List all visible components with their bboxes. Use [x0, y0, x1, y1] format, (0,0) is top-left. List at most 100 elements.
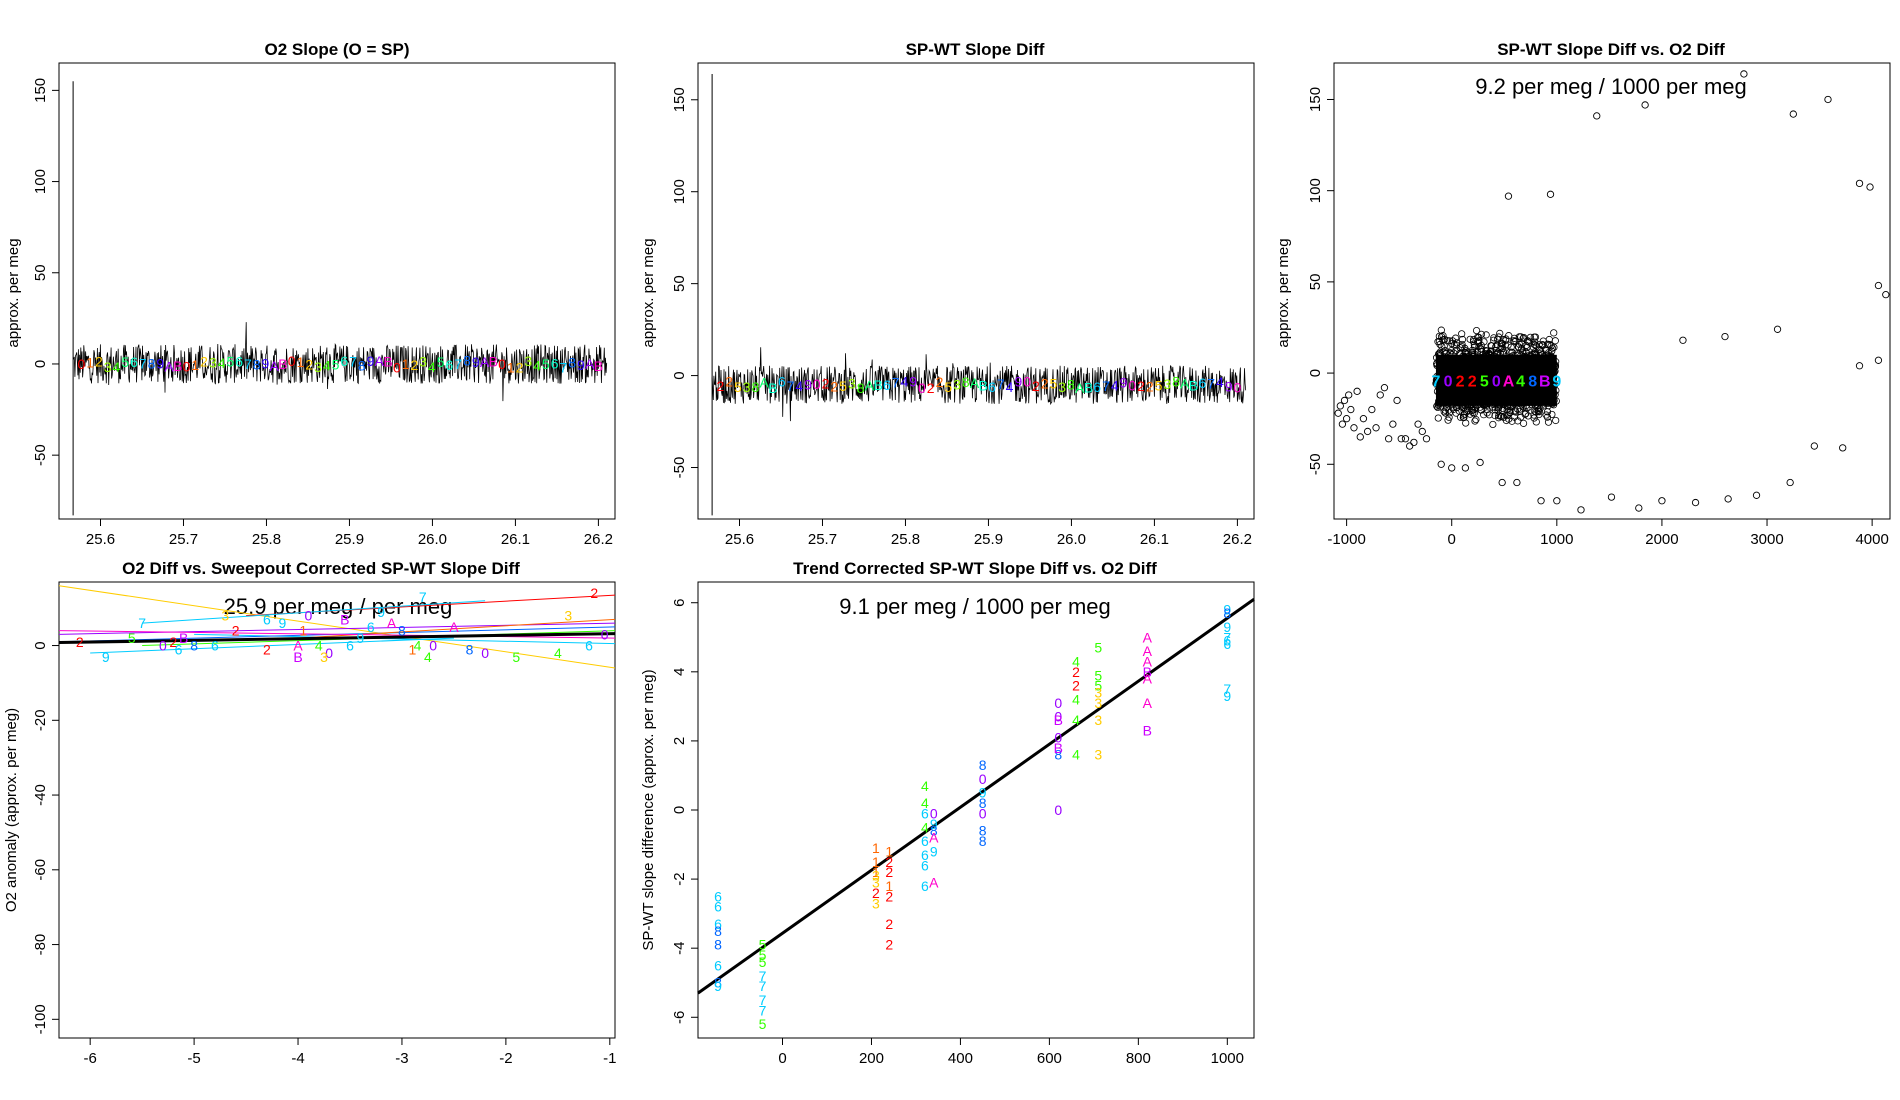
scatter-point	[1389, 420, 1397, 428]
scatter-point	[1472, 415, 1480, 424]
overall-fit-line	[697, 598, 1255, 995]
y-tick-label: 0	[671, 806, 688, 814]
y-tick-label: 0	[32, 360, 49, 368]
x-tick-label: 600	[1037, 1050, 1062, 1067]
scatter-point	[1340, 396, 1349, 405]
series-marker-label: 3	[1163, 376, 1171, 392]
series-marker-label: A	[375, 353, 385, 369]
series-marker-label: 7	[349, 353, 357, 369]
series-marker-label: 7	[559, 359, 567, 375]
scatter-point	[1740, 70, 1748, 78]
scatter-point	[1385, 435, 1393, 443]
scatter-point	[1546, 341, 1554, 349]
point-label: A	[1143, 643, 1153, 659]
scatter-point	[1593, 112, 1601, 120]
scatter-point	[1476, 458, 1484, 467]
point-label: 9	[377, 604, 385, 620]
scatter-point	[1435, 332, 1443, 340]
x-tick-label: -4	[291, 1050, 304, 1067]
series-marker-label: B	[1189, 378, 1198, 394]
scatter-point	[1545, 335, 1553, 344]
scatter-point	[1443, 337, 1452, 345]
series-marker-label: B	[278, 356, 287, 372]
series-marker-label: 7	[1102, 378, 1110, 394]
series-marker-label: 9	[156, 356, 164, 372]
series-marker-label: 0	[183, 359, 191, 375]
series-marker-label: 0	[1234, 379, 1242, 395]
scatter-point	[1491, 411, 1499, 420]
scatter-point	[1508, 417, 1516, 425]
series-marker-label: 9	[804, 376, 812, 392]
point-label: 8	[979, 823, 987, 839]
point-label: 2	[169, 634, 177, 650]
y-tick-label: -4	[671, 942, 688, 955]
point-label: 8	[714, 923, 722, 939]
series-marker-label: 0	[918, 380, 926, 396]
scatter-point	[1436, 340, 1444, 349]
y-tick-label: 150	[671, 87, 688, 112]
y-tick-label: 100	[1307, 178, 1324, 203]
point-label: 8	[714, 975, 722, 991]
series-marker-label: 4	[218, 355, 226, 371]
series-marker-label: 5	[1049, 375, 1057, 391]
scatter-point	[1514, 417, 1522, 425]
y-tick-label: -6	[671, 1011, 688, 1024]
series-marker-label: 7	[454, 356, 462, 372]
point-label: 6	[263, 611, 271, 627]
scatter-point	[1789, 110, 1797, 118]
scatter-point	[1461, 464, 1470, 472]
series-marker-label: 5	[1155, 378, 1163, 394]
y-tick-label: -2	[671, 872, 688, 885]
scatter-point	[1635, 504, 1643, 512]
cluster-label: A	[1503, 373, 1515, 390]
y-tick-label: 0	[32, 641, 49, 649]
point-label: 4	[424, 649, 432, 665]
series-marker-label: 4	[1111, 378, 1119, 394]
series-marker-label: 3	[953, 377, 961, 393]
scatter-point	[1547, 342, 1555, 350]
cluster-label: 2	[1456, 373, 1465, 390]
x-tick-label: 25.7	[169, 531, 198, 548]
scatter-point	[1658, 497, 1666, 505]
series-marker-label: 6	[1093, 379, 1101, 395]
point-label: A	[1143, 629, 1153, 645]
series-marker-label: 5	[839, 378, 847, 394]
group-fit-line	[58, 585, 616, 669]
scatter-point	[1482, 331, 1490, 339]
slope-annotation: 9.2 per meg / 1000 per meg	[1475, 74, 1747, 99]
series-marker-label: 5	[226, 354, 234, 370]
point-label: 7	[759, 992, 767, 1008]
scatter-point	[1504, 192, 1513, 200]
point-label: 4	[1072, 747, 1080, 763]
series-marker-label: 6	[340, 353, 348, 369]
point-label: 6	[367, 619, 375, 635]
series-marker-label: 6	[130, 354, 138, 370]
series-marker-label: 8	[1172, 374, 1180, 390]
group-fit-line	[58, 630, 616, 639]
scatter-point	[1458, 330, 1466, 338]
series-marker-label: 0	[1023, 374, 1031, 390]
cluster-label: 5	[1480, 373, 1489, 390]
scatter-point	[1393, 396, 1401, 405]
point-label: 5	[1094, 678, 1102, 694]
series-marker-label: 3	[743, 379, 751, 395]
series-marker-label: 1	[191, 357, 199, 373]
point-label: 4	[921, 795, 929, 811]
point-label: 7	[759, 978, 767, 994]
series-marker-label: 6	[988, 379, 996, 395]
slope-annotation: 9.1 per meg / 1000 per meg	[839, 594, 1111, 619]
series-marker-label: A	[164, 358, 174, 374]
point-label: 1	[872, 840, 880, 856]
series-marker-label: A	[1075, 380, 1085, 396]
point-label: 8	[979, 833, 987, 849]
point-label: 5	[512, 649, 520, 665]
x-tick-label: 2000	[1645, 531, 1678, 548]
point-label: 3	[1094, 685, 1102, 701]
point-label: 8	[1054, 747, 1062, 763]
plot-area: 25.6 25.7 25.8 25.9 26.0 26.1 26.2-50050100150…	[32, 62, 616, 548]
point-label: A	[929, 875, 939, 891]
scatter-point	[1810, 442, 1818, 450]
series-marker-label: B	[768, 380, 777, 396]
x-tick-label: 26.0	[1057, 531, 1086, 548]
